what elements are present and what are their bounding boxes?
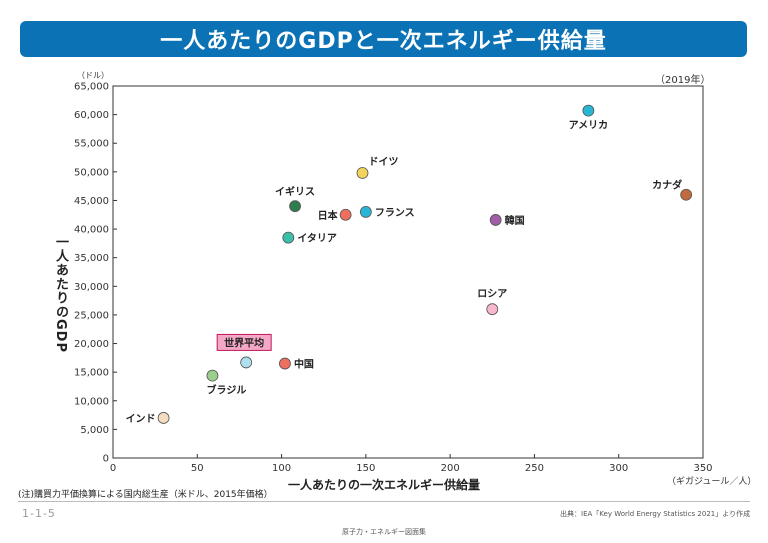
data-point [279,357,291,370]
y-tick-label: 5,000 [80,425,109,436]
point-label: カナダ [652,179,682,192]
y-tick-label: 55,000 [74,139,109,150]
data-point [582,104,595,117]
y-tick-label: 10,000 [74,396,109,407]
x-tick-label: 0 [110,463,116,474]
x-tick-label: 300 [609,463,628,474]
data-point [240,356,253,369]
world-average-label-box [216,333,272,351]
x-axis-label: 一人あたりの一次エネルギー供給量 [287,478,480,492]
y-tick-label: 0 [103,454,109,465]
source-credit: 出典：IEA「Key World Energy Statistics 2021」… [560,510,751,518]
footnote: (注)購買力平価換算による国内総生産（米ドル、2015年価格） [18,490,273,500]
y-axis-label: 一人あたりのGDP [53,235,68,353]
y-tick-label: 65,000 [74,82,109,93]
footer-divider [18,501,750,502]
year-label: （2019年） [655,75,711,86]
y-tick-label: 60,000 [74,110,109,121]
point-label: イタリア [297,233,337,245]
data-point [486,303,499,316]
data-point [339,208,352,221]
point-label: アメリカ [569,120,609,132]
x-axis-unit: （ギガジュール／人） [667,477,757,487]
data-point [359,206,372,218]
data-point [289,200,301,213]
point-label: 中国 [294,358,314,371]
x-tick-label: 350 [693,463,712,474]
x-tick-label: 50 [191,463,204,474]
point-label: ロシア [477,288,507,300]
y-tick-label: 50,000 [74,167,109,178]
data-point [206,369,219,382]
y-tick-label: 40,000 [74,225,109,236]
y-tick-label: 25,000 [74,310,109,321]
plot-frame [112,85,704,459]
point-label: イギリス [275,185,315,198]
y-tick-label: 45,000 [74,196,109,207]
data-point [157,412,170,424]
y-axis-unit: （ドル） [77,71,109,80]
point-label: 世界平均 [224,336,264,349]
point-label: 韓国 [505,214,525,227]
point-label: 日本 [318,209,339,222]
x-tick-label: 250 [525,463,544,474]
x-tick-label: 150 [356,463,375,474]
y-tick-label: 35,000 [74,253,109,264]
point-label: ドイツ [368,156,398,168]
y-tick-label: 20,000 [74,339,109,350]
data-point [356,167,369,179]
chart-title: 一人あたりのGDPと一次エネルギー供給量 [20,21,747,57]
data-point [282,231,295,244]
y-tick-label: 15,000 [74,368,109,379]
data-point [680,188,693,201]
point-label: フランス [375,207,415,219]
x-tick-label: 200 [441,463,460,474]
y-tick-label: 30,000 [74,282,109,293]
point-label: インド [126,413,156,425]
x-tick-label: 100 [272,463,291,474]
slide-number: 1-1-5 [22,507,56,520]
data-point [489,214,502,226]
point-label: ブラジル [207,384,247,397]
footer-title: 原子力・エネルギー図面集 [342,528,426,536]
